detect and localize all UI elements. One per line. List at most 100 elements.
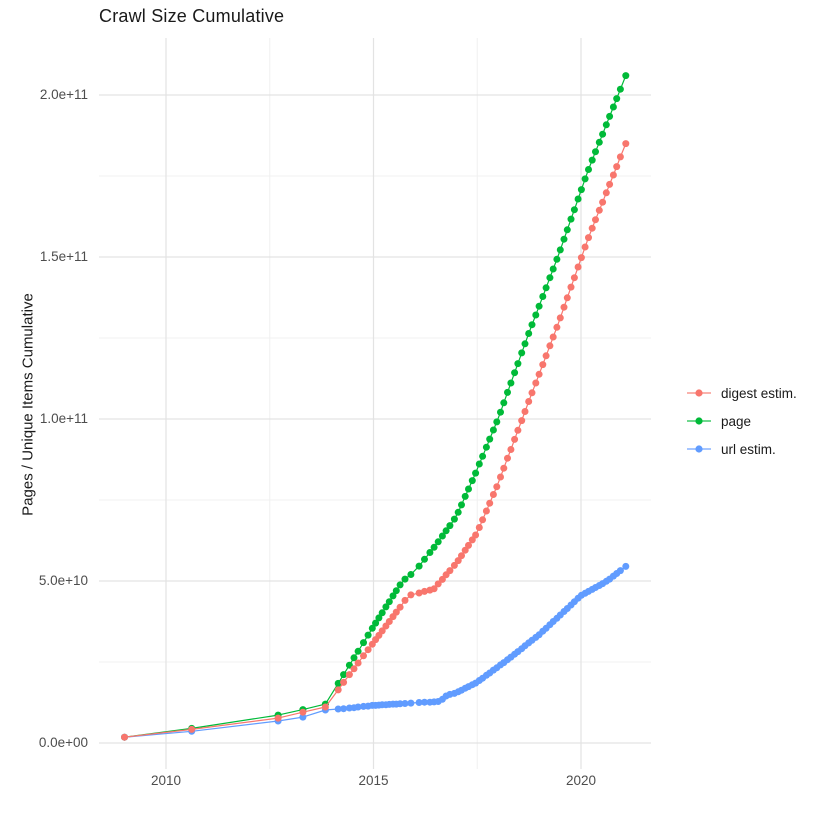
data-point xyxy=(382,603,390,611)
data-point xyxy=(525,398,533,405)
data-point xyxy=(616,153,624,161)
data-point xyxy=(511,435,519,443)
y-axis-title: Pages / Unique Items Cumulative xyxy=(19,293,37,516)
data-point xyxy=(421,698,428,706)
data-point xyxy=(468,477,476,485)
data-point xyxy=(368,624,376,632)
grid-major xyxy=(99,38,651,769)
legend-item-page: page xyxy=(686,407,797,435)
data-point xyxy=(472,531,480,539)
data-point xyxy=(489,426,497,434)
data-point xyxy=(321,703,329,711)
data-point xyxy=(479,516,487,524)
legend-label: url estim. xyxy=(721,441,776,457)
data-point xyxy=(434,580,442,588)
legend-item-digest-estim-: digest estim. xyxy=(686,379,797,407)
data-point xyxy=(532,379,540,387)
data-point xyxy=(299,713,307,721)
x-tick-label: 2015 xyxy=(358,773,389,788)
data-point xyxy=(378,627,386,635)
data-point xyxy=(528,389,536,397)
data-point xyxy=(489,491,497,498)
data-point xyxy=(378,609,386,617)
data-point xyxy=(504,454,511,462)
data-point xyxy=(446,522,454,530)
data-point xyxy=(375,614,383,622)
data-point xyxy=(438,532,446,540)
data-point xyxy=(486,435,494,443)
data-point xyxy=(560,303,568,311)
data-point xyxy=(415,562,423,570)
data-point xyxy=(602,121,610,129)
data-point xyxy=(609,103,617,111)
data-point xyxy=(504,388,511,396)
data-point xyxy=(472,469,480,477)
data-point xyxy=(521,408,529,415)
data-point xyxy=(577,254,585,262)
data-point xyxy=(585,166,592,173)
data-point xyxy=(549,265,557,273)
data-point xyxy=(497,473,504,481)
data-point xyxy=(442,527,450,535)
data-point xyxy=(396,603,404,611)
data-point xyxy=(450,515,458,523)
data-point xyxy=(606,180,614,188)
data-point xyxy=(535,370,543,378)
x-tick-label: 2010 xyxy=(150,773,182,788)
data-point xyxy=(486,499,494,507)
data-point xyxy=(539,361,547,369)
data-point xyxy=(581,243,589,251)
data-point xyxy=(334,686,342,694)
data-point xyxy=(340,671,348,679)
data-point xyxy=(500,399,508,407)
data-point xyxy=(299,708,307,716)
legend-key-icon xyxy=(687,389,711,397)
series-url-estim- xyxy=(121,562,630,741)
data-point xyxy=(521,340,529,348)
data-point xyxy=(563,294,571,302)
data-point xyxy=(468,536,476,544)
data-point xyxy=(560,235,568,243)
data-point xyxy=(493,483,501,491)
data-point xyxy=(415,699,423,706)
data-point xyxy=(567,215,575,223)
data-point xyxy=(426,549,434,556)
data-point xyxy=(609,171,617,179)
data-point xyxy=(514,360,522,368)
data-point xyxy=(606,112,614,120)
data-point xyxy=(360,639,367,647)
data-point xyxy=(475,460,483,468)
data-point xyxy=(556,246,564,254)
data-point xyxy=(350,665,358,673)
data-point xyxy=(458,501,465,509)
data-point xyxy=(616,85,624,93)
data-point xyxy=(574,263,582,271)
data-point xyxy=(577,186,585,194)
y-tick-label: 2.0e+11 xyxy=(39,87,88,102)
data-point xyxy=(421,555,428,563)
data-point xyxy=(592,148,599,156)
data-point xyxy=(528,321,536,329)
data-point xyxy=(392,608,400,616)
data-point xyxy=(350,654,358,662)
data-point xyxy=(570,206,578,214)
data-point xyxy=(613,95,621,103)
data-point xyxy=(574,195,582,203)
data-point xyxy=(372,619,380,627)
data-point xyxy=(364,646,372,654)
y-tick-label: 0.0e+00 xyxy=(38,735,88,750)
data-point xyxy=(592,216,599,224)
legend: digest estim. page url estim. xyxy=(686,379,797,463)
data-point xyxy=(585,234,592,242)
data-point xyxy=(446,567,454,575)
data-point xyxy=(461,492,469,500)
data-point xyxy=(345,671,353,679)
data-point xyxy=(581,175,589,183)
data-point xyxy=(588,224,596,232)
data-point xyxy=(482,507,490,515)
data-point xyxy=(340,678,348,686)
data-point xyxy=(401,596,409,604)
data-point xyxy=(599,130,607,138)
